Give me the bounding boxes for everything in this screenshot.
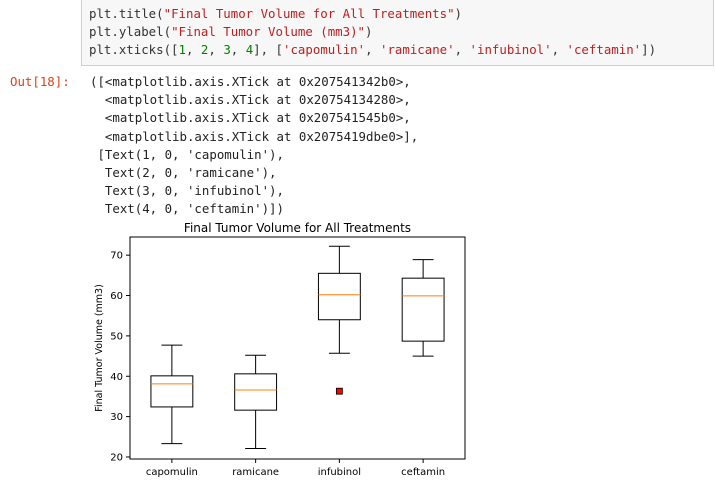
output-text: ([<matplotlib.axis.XTick at 0x207541342b…	[90, 73, 418, 219]
x-tick-label-infubinol: infubinol	[318, 467, 361, 478]
y-axis-label: Final Tumor Volume (mm3)	[94, 284, 105, 412]
code-token: 'ceftamin'	[566, 42, 642, 57]
output-line: [Text(1, 0, 'capomulin'),	[90, 146, 284, 162]
axes-frame	[129, 236, 466, 460]
box-infubinol	[317, 272, 361, 321]
code-token: plt.ylabel(	[89, 24, 172, 39]
code-token: "Final Tumor Volume (mm3)"	[171, 24, 366, 39]
y-tick-label: 50	[110, 331, 123, 342]
code-token: ,	[186, 42, 201, 57]
code-token: plt.xticks([	[89, 42, 179, 57]
code-token: 3	[223, 42, 231, 57]
code-line: plt.xticks([1, 2, 3, 4], ['capomulin', '…	[89, 41, 656, 59]
box-capomulin	[150, 375, 194, 408]
code-token: ,	[365, 42, 380, 57]
output-line: <matplotlib.axis.XTick at 0x2075419dbe0>…	[90, 128, 419, 144]
output-line: <matplotlib.axis.XTick at 0x207541545b0>…	[90, 110, 411, 126]
code-token: )	[454, 6, 463, 21]
output-prompt: Out[18]:	[10, 74, 70, 89]
y-tick-label: 30	[110, 412, 123, 423]
box-ramicane	[234, 373, 278, 411]
code-token: 'infubinol'	[469, 42, 552, 57]
code-token: 2	[200, 42, 209, 57]
y-tick-label: 60	[110, 291, 123, 302]
code-token: plt.title(	[89, 6, 164, 21]
code-editor[interactable]: plt.title("Final Tumor Volume for All Tr…	[89, 5, 656, 59]
code-token: ,	[551, 42, 567, 57]
y-tick-label: 70	[110, 251, 123, 262]
cell-output: ([<matplotlib.axis.XTick at 0x207541342b…	[90, 73, 418, 219]
code-token: ], [	[253, 42, 284, 57]
output-line: ([<matplotlib.axis.XTick at 0x207541342b…	[90, 74, 411, 89]
code-token: ,	[230, 42, 246, 57]
x-tick-label-ramicane: ramicane	[232, 467, 279, 478]
chart-title: Final Tumor Volume for All Treatments	[184, 221, 411, 235]
code-token: "Final Tumor Volume for All Treatments"	[163, 6, 455, 21]
y-tick-label: 20	[110, 452, 123, 463]
code-line: plt.ylabel("Final Tumor Volume (mm3)")	[89, 23, 656, 41]
code-token: 4	[245, 42, 254, 57]
code-token: 'capomulin'	[283, 42, 366, 57]
x-tick-label-ceftamin: ceftamin	[401, 467, 445, 478]
code-token: 1	[178, 42, 186, 57]
code-token: )	[365, 24, 373, 39]
output-line: <matplotlib.axis.XTick at 0x20754134280>…	[90, 92, 411, 108]
code-token: ,	[454, 42, 470, 57]
output-line: Text(2, 0, 'ramicane'),	[90, 164, 277, 180]
box-ceftamin	[401, 277, 445, 342]
code-token: ,	[208, 42, 224, 57]
output-line: Text(3, 0, 'infubinol'),	[90, 183, 284, 199]
boxplot-chart: Final Tumor Volume for All Treatments Fin…	[94, 221, 466, 478]
output-line: Text(4, 0, 'ceftamin')])	[90, 201, 284, 217]
code-token: ])	[641, 42, 657, 57]
code-cell-input[interactable]: plt.title("Final Tumor Volume for All Tr…	[81, 0, 714, 66]
code-line: plt.title("Final Tumor Volume for All Tr…	[89, 5, 656, 23]
outlier-point-infubinol	[335, 387, 343, 395]
code-token: 'ramicane'	[380, 42, 455, 57]
x-tick-label-capomulin: capomulin	[146, 467, 198, 478]
y-tick-label: 40	[110, 372, 123, 383]
